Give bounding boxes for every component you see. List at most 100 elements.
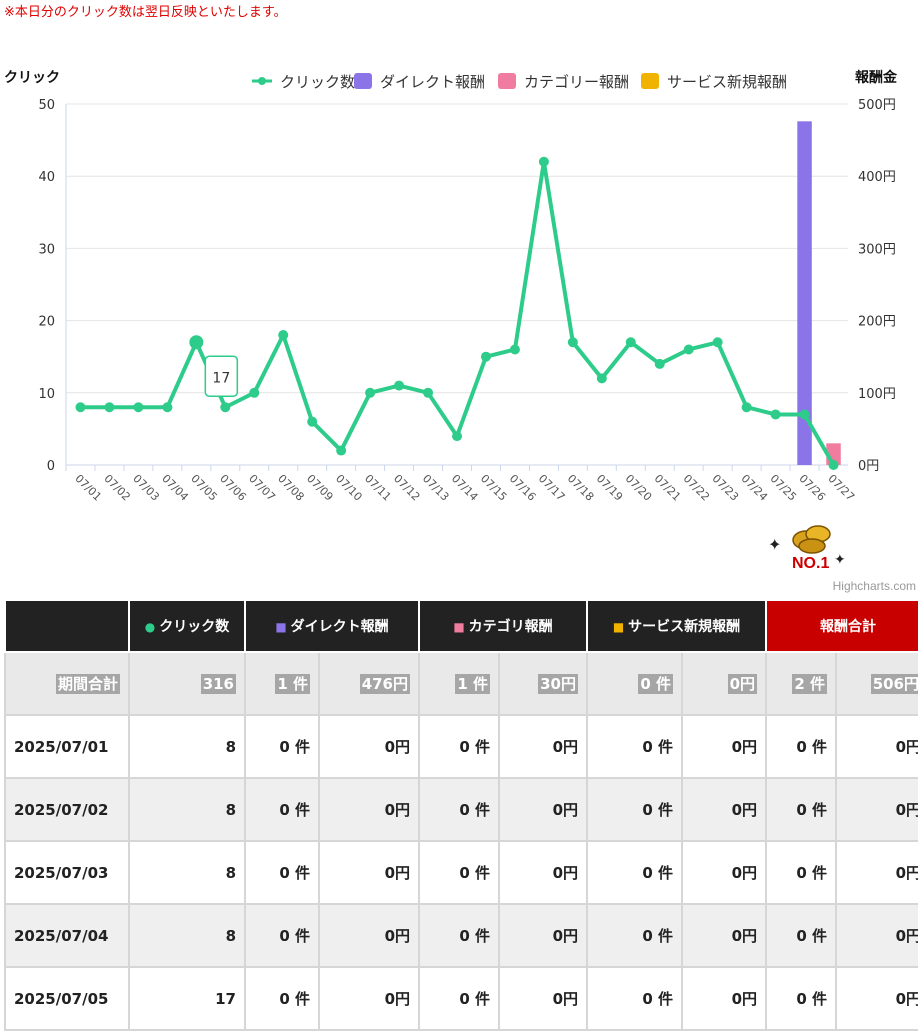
right-tick-label: 300円 [858,242,896,257]
data-point [538,156,549,167]
row-direct-count: 0 件 [244,714,320,779]
x-tick-label: 07/22 [681,472,713,504]
row-category-count: 0 件 [418,777,500,842]
data-point [278,330,289,341]
row-total-count: 0 件 [765,966,837,1031]
right-tick-label: 500円 [858,98,896,113]
data-point [625,337,636,348]
row-total-count: 0 件 [765,714,837,779]
x-tick-label: 07/08 [275,472,307,504]
row-category-amount: 0円 [498,777,588,842]
row-category-amount: 0円 [498,966,588,1031]
row-category-amount: 0円 [498,903,588,968]
data-point [509,344,520,355]
orange-square-icon: ■ [612,620,625,634]
legend-item: カテゴリー報酬 [524,73,629,91]
table-row: 2025/07/02 8 0 件 0円 0 件 0円 0 件 0円 0 件 0円 [4,777,918,842]
x-tick-label: 07/07 [246,472,278,504]
row-total-amount: 0円 [835,966,918,1031]
x-tick-label: 07/10 [333,472,365,504]
row-clicks: 8 [128,777,246,842]
row-service-amount: 0円 [681,966,767,1031]
row-direct-amount: 0円 [318,777,420,842]
header-reward-total: 報酬合計 [765,599,918,653]
data-point [336,445,347,456]
legend-swatch-icon [641,73,659,89]
row-category-amount: 0円 [498,714,588,779]
right-tick-label: 100円 [858,387,896,402]
x-tick-label: 07/26 [796,472,828,504]
pink-square-icon: ■ [453,620,465,634]
row-total-count: 0 件 [765,903,837,968]
x-tick-label: 07/21 [652,472,684,504]
data-point [770,409,781,420]
left-tick-label: 20 [38,315,55,330]
data-point [394,380,405,391]
row-direct-count: 0 件 [244,840,320,905]
data-point [249,387,260,398]
data-point [307,416,318,427]
summary-clicks: 316 [200,673,236,694]
row-date: 2025/07/01 [4,714,130,779]
x-tick-label: 07/04 [159,472,191,504]
x-tick-label: 07/18 [565,472,597,504]
notice-text: ※本日分のクリック数は翌日反映といたします。 [4,5,287,20]
x-tick-label: 07/11 [362,472,394,504]
x-tick-label: 07/27 [825,472,857,504]
row-total-amount: 0円 [835,777,918,842]
row-service-count: 0 件 [586,777,683,842]
data-point [828,460,839,470]
data-point [712,337,723,348]
green-dot-icon: ● [144,620,156,634]
right-tick-label: 0円 [858,459,879,474]
summary-total-count: 2 件 [792,674,827,694]
row-service-amount: 0円 [681,903,767,968]
data-point [423,387,434,398]
row-direct-count: 0 件 [244,966,320,1031]
legend-item: ダイレクト報酬 [380,73,485,91]
x-tick-label: 07/24 [739,472,771,504]
left-tick-label: 30 [38,242,55,257]
row-service-amount: 0円 [681,714,767,779]
table-row: 2025/07/05 17 0 件 0円 0 件 0円 0 件 0円 0 件 0… [4,966,918,1031]
row-date: 2025/07/03 [4,840,130,905]
row-total-count: 0 件 [765,840,837,905]
x-tick-label: 07/12 [391,472,423,504]
row-service-count: 0 件 [586,714,683,779]
data-point [452,431,462,442]
x-tick-label: 07/15 [478,472,510,504]
x-tick-label: 07/23 [710,472,742,504]
right-axis-title: 報酬金 [855,69,898,86]
header-direct-reward: ■ ダイレクト報酬 [244,599,420,653]
legend-marker-icon [258,77,266,85]
row-direct-amount: 0円 [318,966,420,1031]
left-axis-title: クリック [4,70,60,86]
table-row: 2025/07/04 8 0 件 0円 0 件 0円 0 件 0円 0 件 0円 [4,903,918,968]
row-direct-amount: 0円 [318,840,420,905]
data-point [683,344,694,355]
row-category-amount: 0円 [498,840,588,905]
row-service-count: 0 件 [586,840,683,905]
data-point [596,373,607,384]
header-blank [4,599,130,653]
left-tick-label: 10 [38,387,55,402]
legend-swatch-icon [498,73,516,89]
summary-label: 期間合計 [55,674,120,694]
summary-total-amount: 506円 [870,674,918,694]
legend-item: クリック数 [280,73,355,91]
left-tick-label: 40 [38,170,55,185]
x-tick-label: 07/14 [449,472,481,504]
bar-ダイレクト報酬 [797,121,812,465]
highcharts-credit-link[interactable]: Highcharts.com [832,579,916,593]
data-point [189,335,204,350]
data-point [75,402,86,413]
row-category-count: 0 件 [418,840,500,905]
summary-service-count: 0 件 [638,674,673,694]
row-category-count: 0 件 [418,903,500,968]
row-total-amount: 0円 [835,903,918,968]
data-point [162,402,173,413]
row-clicks: 8 [128,840,246,905]
legend-swatch-icon [354,73,372,89]
report-table: ● クリック数 ■ ダイレクト報酬 ■ カテゴリ報酬 ■ サービス新規報酬 報酬合計 期… [4,599,918,1031]
legend-item: サービス新規報酬 [667,73,787,91]
